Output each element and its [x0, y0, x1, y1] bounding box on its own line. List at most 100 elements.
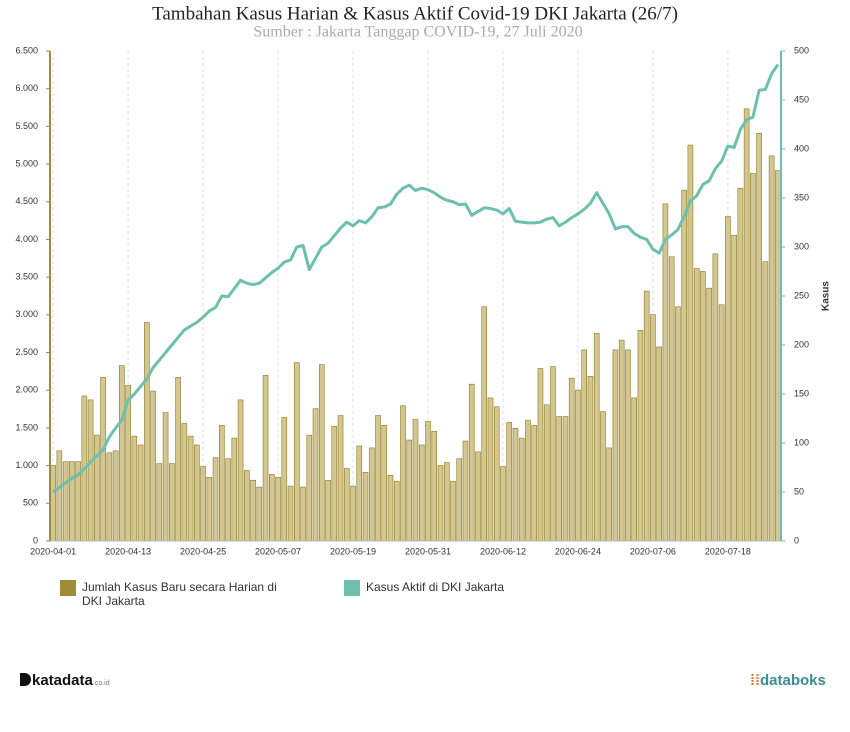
y-tick-label: 3.000 [15, 309, 38, 319]
bar [750, 173, 756, 542]
brand-suffix: .co.id [92, 680, 110, 687]
bar [637, 329, 644, 542]
bar [400, 405, 406, 542]
x-tick-label: 2020-06-24 [555, 546, 601, 556]
bar [731, 234, 737, 542]
bar [712, 253, 719, 542]
bar [693, 268, 700, 542]
chart-subtitle: Sumber : Jakarta Tanggap COVID-19, 27 Ju… [253, 24, 582, 41]
bar [244, 470, 250, 542]
y-tick-label: 6.500 [15, 45, 38, 55]
bar [137, 444, 144, 542]
bar [206, 476, 213, 542]
bar [725, 216, 731, 542]
legend-label: Jumlah Kasus Baru secara Harian di DKI J… [82, 580, 277, 608]
bar [406, 439, 413, 542]
y2-tick-label: 100 [794, 437, 809, 447]
bar [418, 444, 425, 542]
y-tick-label: 5.000 [15, 158, 38, 168]
bar [562, 416, 569, 542]
bar [87, 399, 94, 542]
bar [618, 339, 625, 542]
y-tick-label: 500 [23, 498, 38, 508]
bar [69, 461, 75, 542]
y-tick-label: 4.500 [15, 196, 38, 206]
bar [281, 417, 288, 542]
bar [268, 474, 275, 542]
y2-tick-label: 400 [794, 143, 809, 153]
bar [631, 397, 637, 542]
bar [331, 426, 338, 542]
bar [150, 390, 156, 542]
x-tick-label: 2020-05-07 [255, 546, 301, 556]
bar [387, 475, 394, 542]
bar [531, 425, 538, 542]
bar [187, 435, 194, 542]
y-tick-label: 2.000 [15, 385, 38, 395]
bar [612, 349, 619, 542]
bar [743, 108, 750, 542]
y-tick-label: 2.500 [15, 347, 38, 357]
bar [181, 423, 188, 542]
bar [318, 364, 325, 542]
bar [368, 447, 375, 542]
bar [681, 189, 687, 542]
bar [456, 458, 463, 542]
bar [737, 187, 744, 542]
bar [237, 399, 244, 542]
bar [650, 314, 656, 542]
bar [393, 480, 400, 542]
bar [300, 486, 306, 542]
y2-tick-label: 50 [794, 486, 804, 496]
bar [287, 485, 294, 542]
bar [525, 420, 531, 542]
bar [362, 472, 369, 542]
y2-tick-label: 450 [794, 94, 809, 104]
bar [675, 306, 681, 542]
bar [625, 349, 631, 542]
bar [587, 376, 594, 542]
x-tick-label: 2020-04-01 [30, 546, 76, 556]
y2-tick-label: 150 [794, 388, 809, 398]
bar [662, 203, 669, 542]
bar [437, 465, 444, 542]
brand-name: databoks [760, 672, 826, 689]
y2-tick-label: 250 [794, 290, 809, 300]
bar [100, 377, 106, 542]
bar [600, 411, 606, 542]
bar [450, 480, 456, 542]
bar [262, 375, 269, 542]
chart-title: Tambahan Kasus Harian & Kasus Aktif Covi… [152, 3, 678, 24]
bar [556, 416, 563, 542]
y-tick-label: 1.000 [15, 460, 38, 470]
bar [412, 419, 419, 542]
bar [431, 430, 438, 542]
bar [144, 322, 150, 542]
bar [568, 378, 575, 542]
bar [225, 458, 231, 542]
x-tick-label: 2020-05-31 [405, 546, 451, 556]
bar [606, 447, 612, 542]
bar [162, 412, 169, 542]
bar [194, 444, 200, 542]
x-tick-label: 2020-04-13 [105, 546, 151, 556]
line [52, 63, 780, 494]
y2-tick-label: 300 [794, 241, 809, 251]
y2-tick-label: 200 [794, 339, 809, 349]
bar [156, 463, 163, 542]
bar [119, 365, 125, 542]
bar [462, 440, 469, 542]
x-tick-label: 2020-07-18 [705, 546, 751, 556]
bar [231, 437, 238, 542]
bar [668, 256, 675, 542]
y2-axis-label: Kasus [821, 281, 832, 311]
bar [537, 368, 544, 542]
bar [112, 450, 119, 542]
bar [706, 287, 712, 542]
bar [575, 389, 581, 542]
bar [762, 261, 769, 542]
bar [468, 383, 475, 542]
bar [56, 450, 63, 542]
bar [293, 362, 300, 542]
